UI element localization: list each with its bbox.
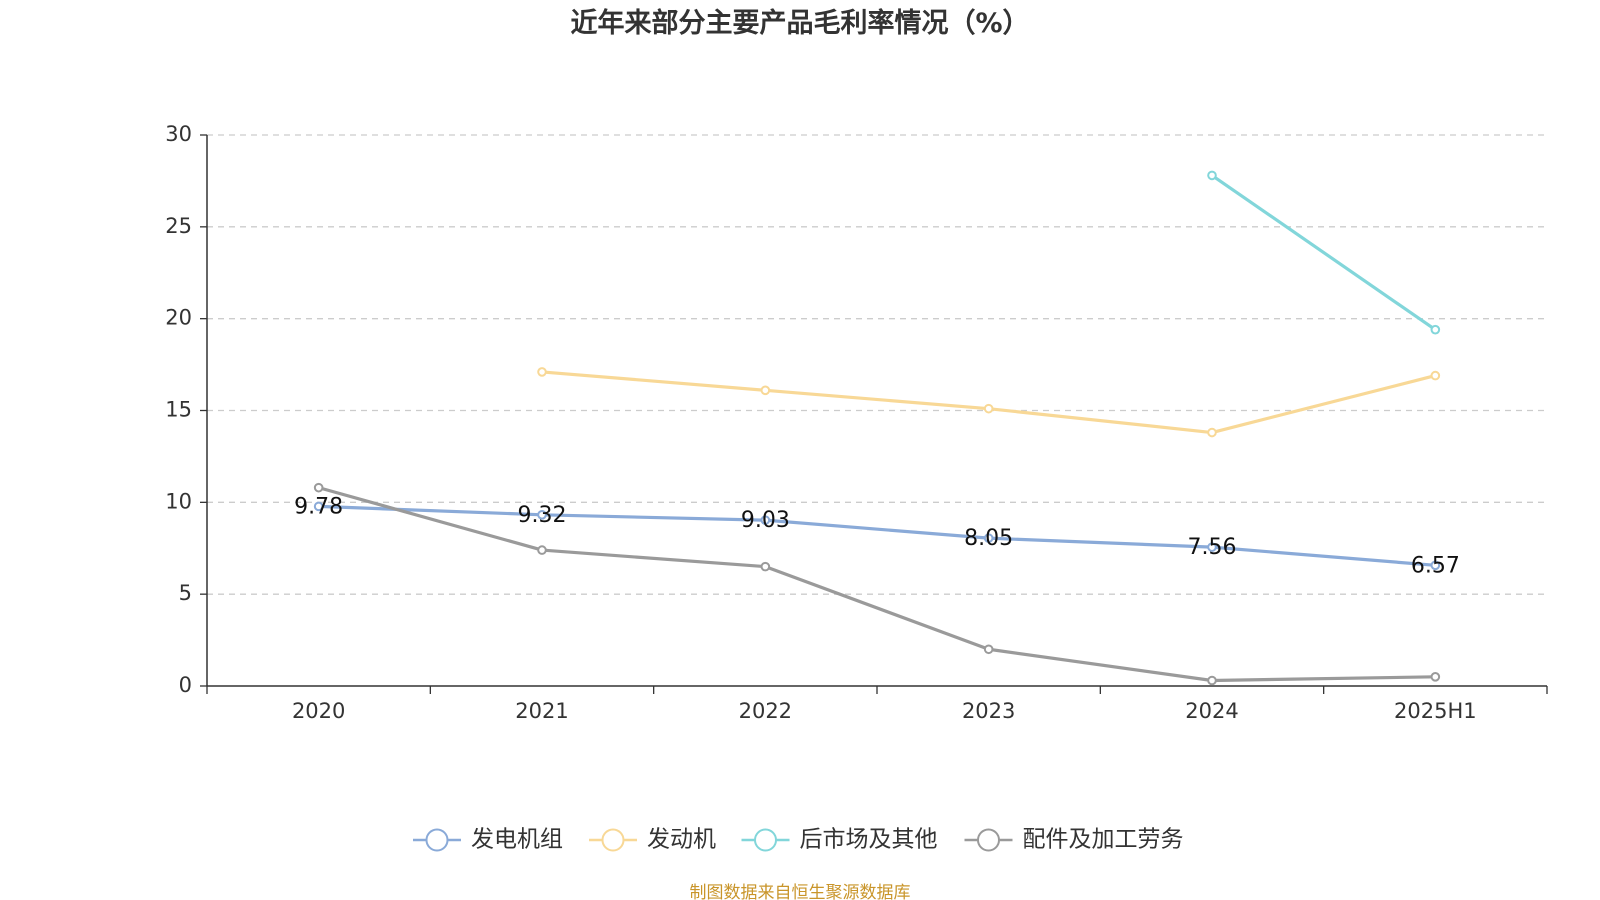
data-point [983, 403, 994, 414]
data-label: 9.78 [294, 494, 343, 519]
y-tick-label: 25 [165, 214, 192, 238]
legend-item: 发电机组 [413, 827, 563, 853]
chart-title: 近年来部分主要产品毛利率情况（%） [570, 7, 1029, 39]
legend-item: 发动机 [589, 827, 716, 853]
y-tick-label: 10 [165, 489, 192, 513]
data-label: 9.32 [518, 503, 567, 528]
legend-label: 后市场及其他 [800, 827, 938, 853]
legend-marker [754, 828, 777, 852]
series-lines [313, 170, 1441, 686]
data-point [1207, 675, 1217, 686]
data-point [1430, 324, 1441, 335]
legend-marker [601, 828, 625, 852]
data-point [1207, 170, 1217, 181]
data-label: 6.57 [1411, 553, 1460, 578]
y-tick-label: 30 [165, 122, 192, 146]
x-tick-label: 2025H1 [1394, 699, 1477, 723]
legend: 发电机组 发动机 后市场及其他 配件及加工劳务 [413, 827, 1184, 853]
series-line [541, 370, 1436, 435]
data-point [313, 501, 324, 512]
data-point [760, 515, 771, 525]
data-point [1207, 427, 1217, 438]
data-point [983, 533, 994, 543]
x-tick-label: 2021 [515, 699, 568, 723]
x-tick-label: 2023 [962, 699, 1015, 723]
y-tick-label: 5 [179, 581, 192, 605]
data-point [983, 644, 994, 655]
data-point [760, 385, 771, 396]
data-point [537, 510, 547, 520]
grid-lines [207, 134, 1547, 595]
axes: 0 5 10 15 20 25 30 2020 2021 2022 2023 2024 2025H1 [165, 122, 1548, 723]
series-line [318, 486, 1436, 683]
y-tick-label: 20 [165, 306, 192, 330]
data-point [537, 545, 547, 555]
legend-item: 配件及加工劳务 [964, 827, 1184, 853]
data-label: 7.56 [1188, 535, 1237, 560]
data-point [760, 561, 771, 572]
data-point [1430, 560, 1441, 571]
legend-marker [977, 828, 1000, 852]
x-tick-label: 2022 [739, 699, 792, 723]
series-line [1211, 174, 1437, 332]
series-line [318, 504, 1436, 567]
data-point [1207, 542, 1217, 552]
data-labels: 9.78 9.32 9.03 8.05 7.56 6.57 [294, 494, 1460, 578]
data-point [313, 482, 324, 493]
y-tick-label: 0 [179, 673, 192, 697]
legend-item: 后市场及其他 [741, 827, 938, 853]
x-tick-label: 2024 [1185, 699, 1238, 723]
data-label: 8.05 [964, 526, 1013, 551]
y-tick-label: 15 [165, 398, 192, 422]
data-label: 9.03 [741, 508, 790, 533]
legend-label: 配件及加工劳务 [1023, 827, 1184, 853]
data-point [537, 367, 547, 377]
legend-label: 发电机组 [471, 827, 563, 853]
data-point [1430, 672, 1441, 682]
source-note: 制图数据来自恒生聚源数据库 [690, 883, 911, 900]
x-tick-label: 2020 [292, 699, 345, 723]
legend-marker [425, 828, 449, 852]
legend-label: 发动机 [647, 827, 716, 853]
data-point [1430, 370, 1441, 381]
